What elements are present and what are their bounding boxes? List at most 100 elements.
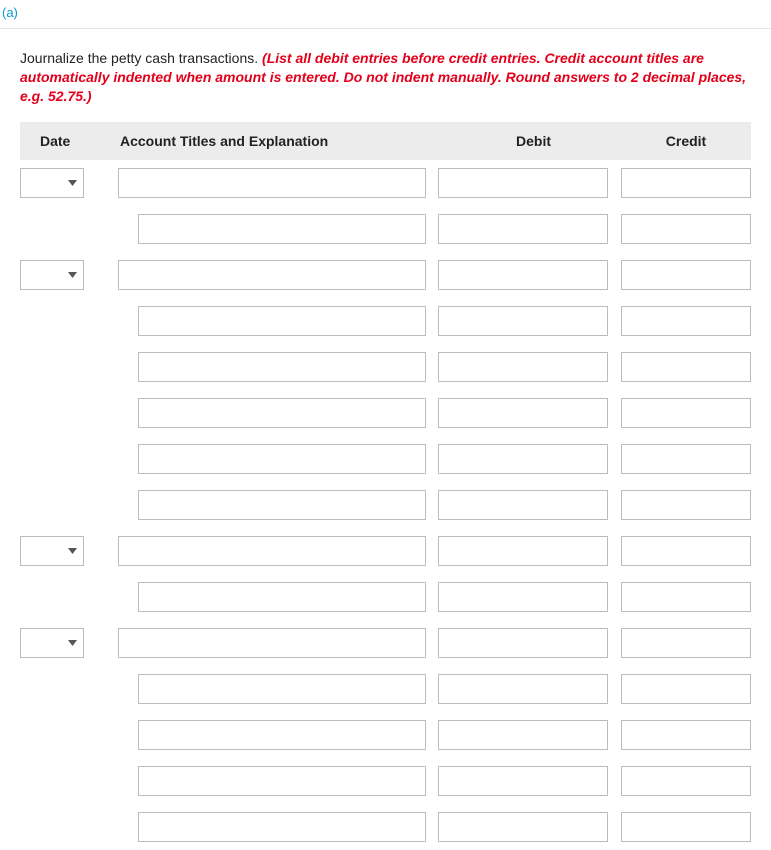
credit-input[interactable] [621,628,751,658]
debit-input[interactable] [438,812,608,842]
account-cell [118,628,426,658]
account-input[interactable] [138,766,426,796]
debit-input[interactable] [438,168,608,198]
table-header-row: Date Account Titles and Explanation Debi… [20,122,751,160]
debit-input[interactable] [438,536,608,566]
debit-cell [438,306,609,336]
account-input[interactable] [118,168,426,198]
credit-input[interactable] [621,674,751,704]
debit-cell [438,398,609,428]
debit-input[interactable] [438,490,608,520]
debit-cell [438,536,609,566]
debit-input[interactable] [438,582,608,612]
debit-cell [438,812,609,842]
credit-input[interactable] [621,582,751,612]
account-cell [118,536,426,566]
account-input[interactable] [138,306,426,336]
account-input[interactable] [138,812,426,842]
account-input[interactable] [138,398,426,428]
credit-cell [621,720,751,750]
account-input[interactable] [118,260,426,290]
credit-cell [621,490,751,520]
page-container: (a) Journalize the petty cash transactio… [0,0,771,850]
account-input[interactable] [138,214,426,244]
account-cell [118,214,426,244]
journal-table: Date Account Titles and Explanation Debi… [20,122,751,850]
date-cell [20,536,106,566]
journal-row [20,252,751,298]
debit-input[interactable] [438,260,608,290]
debit-cell [438,260,609,290]
content-area: Journalize the petty cash transactions. … [0,29,771,850]
debit-cell [438,582,609,612]
credit-cell [621,444,751,474]
debit-input[interactable] [438,352,608,382]
credit-input[interactable] [621,536,751,566]
debit-cell [438,168,609,198]
instructions: Journalize the petty cash transactions. … [20,49,751,106]
credit-input[interactable] [621,766,751,796]
credit-input[interactable] [621,720,751,750]
journal-row [20,620,751,666]
account-cell [118,306,426,336]
journal-row [20,206,751,252]
journal-row [20,436,751,482]
credit-cell [621,628,751,658]
account-cell [118,352,426,382]
credit-cell [621,812,751,842]
date-select[interactable] [20,260,84,290]
debit-cell [438,674,609,704]
account-input[interactable] [118,628,426,658]
account-cell [118,168,426,198]
credit-input[interactable] [621,214,751,244]
credit-cell [621,168,751,198]
journal-row [20,298,751,344]
account-cell [118,398,426,428]
account-input[interactable] [138,674,426,704]
credit-input[interactable] [621,490,751,520]
debit-input[interactable] [438,628,608,658]
credit-input[interactable] [621,306,751,336]
debit-input[interactable] [438,720,608,750]
debit-input[interactable] [438,444,608,474]
journal-row [20,666,751,712]
date-select[interactable] [20,628,84,658]
account-cell [118,674,426,704]
date-select[interactable] [20,536,84,566]
account-cell [118,812,426,842]
debit-cell [438,720,609,750]
account-cell [118,766,426,796]
journal-row [20,574,751,620]
credit-input[interactable] [621,398,751,428]
account-input[interactable] [138,582,426,612]
credit-cell [621,214,751,244]
account-input[interactable] [118,536,426,566]
account-input[interactable] [138,444,426,474]
date-select[interactable] [20,168,84,198]
date-cell [20,168,106,198]
account-input[interactable] [138,720,426,750]
date-cell [20,628,106,658]
debit-input[interactable] [438,766,608,796]
credit-input[interactable] [621,812,751,842]
debit-input[interactable] [438,214,608,244]
instructions-main: Journalize the petty cash transactions. [20,50,262,66]
credit-cell [621,352,751,382]
journal-row [20,804,751,850]
account-input[interactable] [138,352,426,382]
header-account: Account Titles and Explanation [120,133,446,149]
debit-input[interactable] [438,398,608,428]
account-input[interactable] [138,490,426,520]
journal-row [20,528,751,574]
table-body [20,160,751,850]
credit-input[interactable] [621,168,751,198]
debit-cell [438,214,609,244]
credit-input[interactable] [621,352,751,382]
debit-input[interactable] [438,306,608,336]
credit-input[interactable] [621,444,751,474]
credit-input[interactable] [621,260,751,290]
header-date: Date [20,133,120,149]
credit-cell [621,536,751,566]
debit-input[interactable] [438,674,608,704]
debit-cell [438,628,609,658]
